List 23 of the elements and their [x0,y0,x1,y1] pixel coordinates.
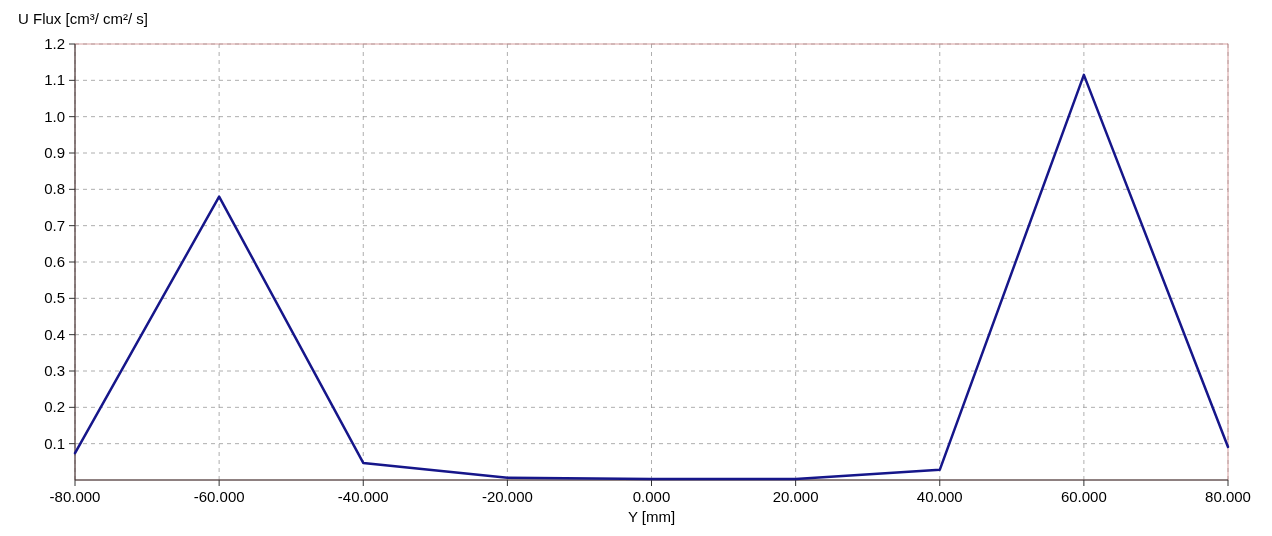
y-tick-label: 0.9 [44,144,65,161]
x-tick-label: 40.000 [916,488,963,505]
x-tick-label: 60.000 [1060,488,1107,505]
y-tick-label: 0.4 [44,325,65,343]
y-tick-label: 1.0 [44,107,65,125]
x-tick-label: 20.000 [772,488,819,505]
y-tick-label: 0.5 [44,289,65,307]
y-tick-label: 0.1 [44,434,65,452]
y-tick-label: 0.6 [44,253,65,270]
y-tick-label: 0.2 [44,398,65,416]
x-axis-title: Y [mm] [627,508,676,525]
x-tick-label: -80.000 [49,488,101,505]
y-tick-label: 1.2 [44,35,65,52]
x-tick-label: 0.000 [632,488,671,505]
y-axis-title: U Flux [cm³/ cm²/ s] [18,10,148,27]
x-tick-label: -20.000 [481,488,533,505]
y-tick-label: 0.7 [44,216,65,234]
x-tick-label: -60.000 [193,488,245,505]
x-tick-label: -40.000 [337,488,389,505]
y-tick-label: 1.1 [44,71,65,89]
y-tick-label: 0.8 [44,180,65,198]
x-tick-label: 80.000 [1205,488,1251,505]
y-tick-label: 0.3 [44,362,65,379]
